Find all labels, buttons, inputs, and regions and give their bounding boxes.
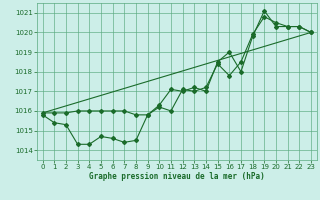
X-axis label: Graphe pression niveau de la mer (hPa): Graphe pression niveau de la mer (hPa)	[89, 172, 265, 181]
